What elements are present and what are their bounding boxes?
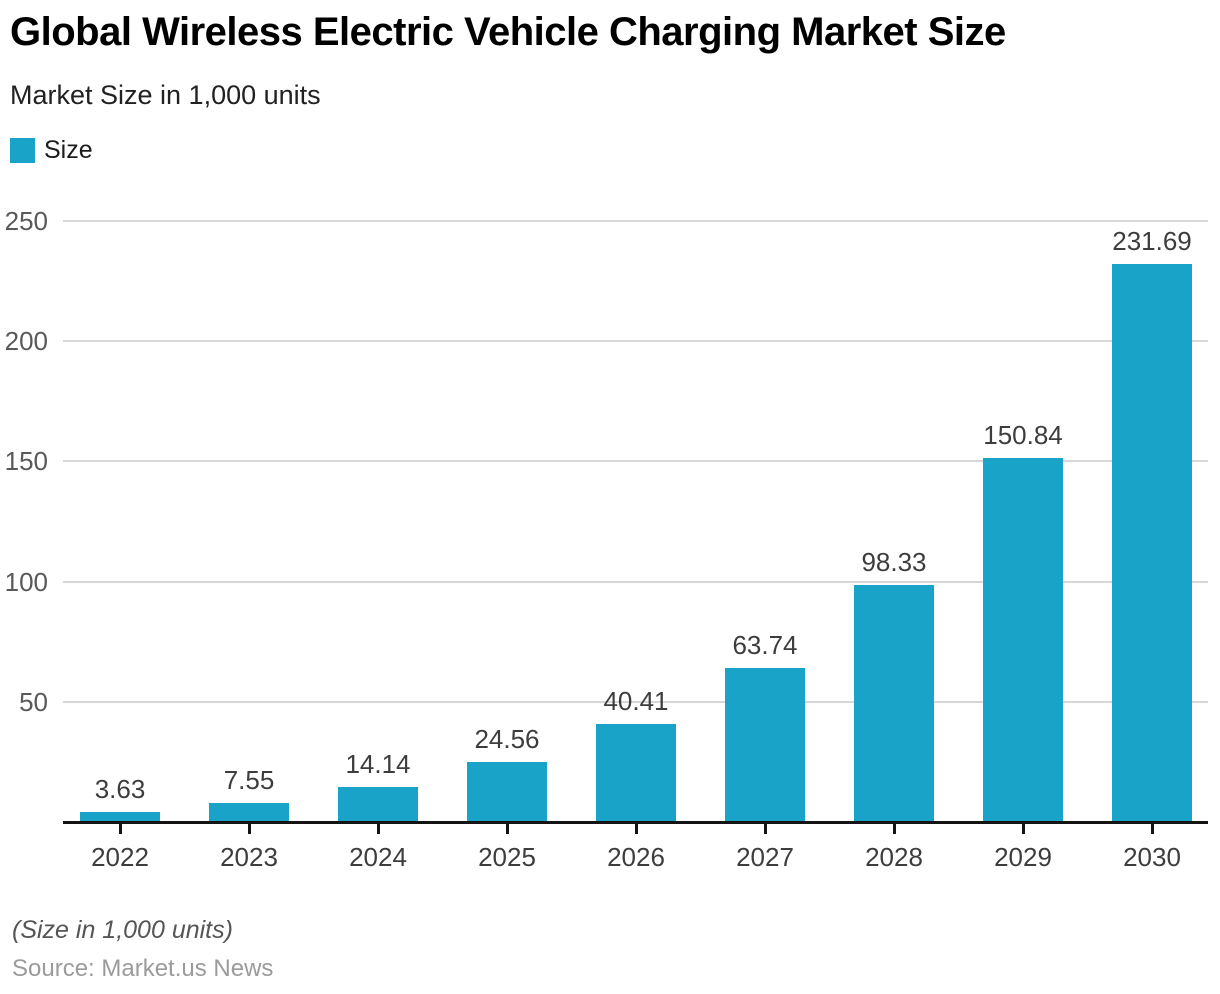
x-axis-tick	[1022, 824, 1025, 834]
x-axis-line	[63, 821, 1208, 824]
x-tick-label: 2022	[91, 842, 149, 872]
y-tick-label: 150	[4, 446, 48, 477]
x-tick-label: 2028	[865, 842, 923, 872]
chart-source: Source: Market.us News	[12, 955, 274, 982]
bar-2023[interactable]	[209, 803, 289, 821]
bar-2029[interactable]	[983, 458, 1063, 821]
bar-2022[interactable]	[80, 812, 160, 821]
gridline	[63, 580, 1208, 583]
bar-2028[interactable]	[854, 585, 934, 821]
bar-2024[interactable]	[338, 787, 418, 821]
bar-value-label: 63.74	[732, 630, 798, 660]
y-tick-label: 50	[19, 686, 48, 717]
x-tick-label: 2029	[994, 842, 1052, 872]
chart-title: Global Wireless Electric Vehicle Chargin…	[10, 10, 1006, 54]
bar-value-label: 98.33	[861, 547, 927, 577]
legend-label[interactable]: Size	[44, 136, 93, 164]
bar-value-label: 231.69	[1112, 226, 1192, 256]
bar-2027[interactable]	[725, 668, 805, 821]
gridline	[63, 700, 1208, 703]
chart-subtitle: Market Size in 1,000 units	[10, 80, 321, 110]
x-axis-tick	[764, 824, 767, 834]
bar-value-label: 14.14	[345, 749, 411, 779]
legend: Size	[10, 136, 93, 165]
bar-value-label: 150.84	[983, 420, 1063, 450]
x-axis-tick	[893, 824, 896, 834]
y-tick-label: 250	[4, 206, 48, 236]
x-tick-label: 2030	[1123, 842, 1181, 872]
bar-2030[interactable]	[1112, 264, 1192, 821]
x-tick-label: 2023	[220, 842, 278, 872]
x-tick-label: 2025	[478, 842, 536, 872]
x-tick-label: 2027	[736, 842, 794, 872]
chart-footnote: (Size in 1,000 units)	[12, 916, 233, 944]
y-tick-label: 100	[4, 566, 48, 597]
gridline	[63, 220, 1208, 222]
bar-value-label: 3.63	[94, 774, 146, 804]
x-axis-tick	[248, 824, 251, 834]
x-axis-tick	[506, 824, 509, 834]
x-tick-label: 2024	[349, 842, 407, 872]
x-axis-tick	[1151, 824, 1154, 834]
x-axis-tick	[635, 824, 638, 834]
bar-value-label: 40.41	[603, 686, 669, 716]
y-tick-label: 200	[4, 326, 48, 357]
bar-value-label: 24.56	[474, 724, 540, 754]
x-axis-tick	[119, 824, 122, 834]
gridline	[63, 340, 1208, 343]
bar-value-label: 7.55	[223, 765, 275, 795]
x-tick-label: 2026	[607, 842, 665, 872]
legend-swatch-size[interactable]	[10, 138, 35, 163]
bar-2025[interactable]	[467, 762, 547, 821]
gridline	[63, 460, 1208, 463]
bar-2026[interactable]	[596, 724, 676, 821]
x-axis-tick	[377, 824, 380, 834]
